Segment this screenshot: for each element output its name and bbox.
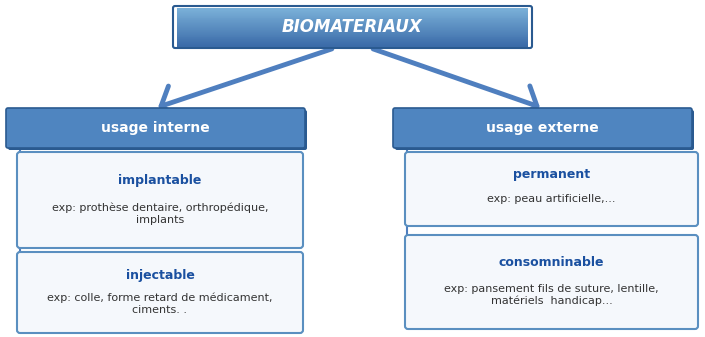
- Bar: [177, 38, 528, 40]
- Text: BIOMATERIAUX: BIOMATERIAUX: [282, 18, 423, 36]
- Text: exp: pansement fils de suture, lentille,
matériels  handicap...: exp: pansement fils de suture, lentille,…: [444, 284, 658, 306]
- Bar: [177, 26, 528, 28]
- FancyBboxPatch shape: [395, 110, 694, 150]
- FancyBboxPatch shape: [405, 235, 698, 329]
- Bar: [177, 14, 528, 15]
- Bar: [177, 35, 528, 36]
- Bar: [177, 27, 528, 28]
- Bar: [177, 45, 528, 47]
- Bar: [177, 34, 528, 35]
- Bar: [177, 31, 528, 32]
- Bar: [177, 29, 528, 30]
- Bar: [177, 21, 528, 23]
- Bar: [177, 20, 528, 22]
- FancyBboxPatch shape: [17, 252, 303, 333]
- Text: exp: colle, forme retard de médicament,
ciments. .: exp: colle, forme retard de médicament, …: [47, 293, 273, 315]
- Bar: [177, 19, 528, 20]
- Bar: [177, 22, 528, 24]
- FancyBboxPatch shape: [393, 108, 692, 148]
- Bar: [177, 39, 528, 41]
- Text: exp: prothèse dentaire, orthropédique,
implants: exp: prothèse dentaire, orthropédique, i…: [51, 203, 268, 224]
- FancyBboxPatch shape: [17, 152, 303, 248]
- Bar: [177, 43, 528, 44]
- Bar: [177, 23, 528, 25]
- Bar: [177, 44, 528, 45]
- Text: permanent: permanent: [513, 167, 590, 181]
- Text: injectable: injectable: [125, 270, 195, 282]
- Text: consomninable: consomninable: [498, 256, 604, 269]
- Bar: [177, 12, 528, 13]
- Bar: [177, 24, 528, 26]
- FancyBboxPatch shape: [6, 108, 305, 148]
- Bar: [177, 28, 528, 29]
- Text: usage interne: usage interne: [101, 121, 210, 135]
- Bar: [177, 32, 528, 33]
- Bar: [177, 9, 528, 10]
- Bar: [177, 10, 528, 11]
- FancyBboxPatch shape: [405, 152, 698, 226]
- Bar: [177, 37, 528, 39]
- Bar: [177, 40, 528, 42]
- Bar: [177, 20, 528, 21]
- Text: usage externe: usage externe: [486, 121, 599, 135]
- Bar: [177, 42, 528, 44]
- Bar: [177, 14, 528, 16]
- Text: exp: peau artificielle,...: exp: peau artificielle,...: [487, 194, 615, 204]
- Bar: [177, 25, 528, 27]
- Bar: [177, 8, 528, 9]
- Bar: [177, 33, 528, 34]
- FancyBboxPatch shape: [8, 110, 307, 150]
- Text: implantable: implantable: [118, 174, 202, 187]
- Bar: [177, 18, 528, 19]
- Bar: [177, 16, 528, 17]
- Bar: [177, 30, 528, 31]
- Bar: [177, 17, 528, 18]
- Bar: [177, 36, 528, 38]
- Bar: [177, 13, 528, 14]
- Bar: [177, 41, 528, 43]
- Bar: [177, 11, 528, 12]
- Bar: [177, 35, 528, 37]
